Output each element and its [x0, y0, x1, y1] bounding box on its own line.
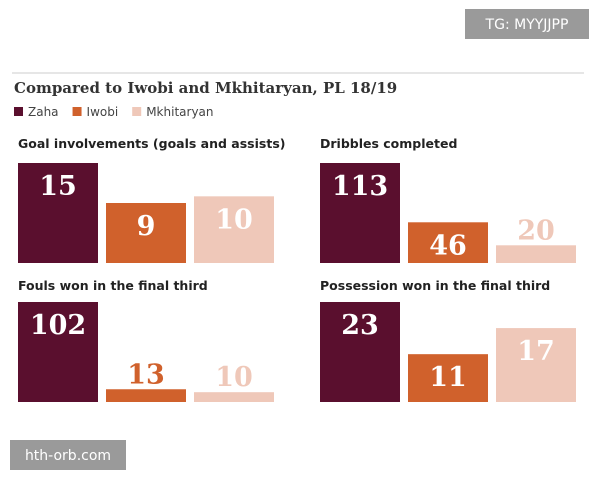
- value-label: 9: [137, 211, 156, 242]
- bar: [106, 389, 186, 402]
- value-label: 23: [341, 310, 379, 341]
- panel-title: Goal involvements (goals and assists): [18, 136, 285, 151]
- value-label: 46: [429, 230, 467, 261]
- value-label: 10: [215, 362, 253, 393]
- bar: [496, 328, 576, 402]
- watermark-box: [465, 9, 589, 39]
- value-label: 15: [39, 171, 77, 202]
- value-label: 102: [30, 310, 86, 341]
- bar: [320, 163, 400, 263]
- bar: [106, 203, 186, 263]
- legend-label: Iwobi: [87, 105, 119, 119]
- bar: [496, 245, 576, 263]
- panel-title: Dribbles completed: [320, 136, 457, 151]
- value-label: 113: [332, 171, 388, 202]
- chart-title: Compared to Iwobi and Mkhitaryan, PL 18/…: [14, 79, 397, 97]
- watermark: TG: MYYJJPP: [485, 17, 569, 33]
- legend-label: Mkhitaryan: [146, 105, 213, 119]
- bar: [194, 392, 274, 402]
- value-label: 13: [127, 359, 165, 390]
- bar: [408, 222, 488, 263]
- watermark: hth-orb.com: [25, 448, 111, 464]
- bar: [18, 302, 98, 402]
- legend-swatch: [72, 107, 82, 116]
- bar: [320, 302, 400, 402]
- bar: [194, 196, 274, 263]
- bar: [18, 163, 98, 263]
- value-label: 20: [517, 215, 555, 246]
- value-label: 10: [215, 204, 253, 235]
- panel-title: Possession won in the final third: [320, 278, 550, 293]
- value-label: 11: [429, 362, 467, 393]
- legend-swatch: [132, 107, 142, 116]
- bar: [408, 354, 488, 402]
- watermark-box: [10, 440, 126, 470]
- panel-title: Fouls won in the final third: [18, 278, 208, 293]
- legend-swatch: [14, 107, 23, 116]
- legend-label: Zaha: [28, 105, 59, 119]
- value-label: 17: [517, 336, 555, 367]
